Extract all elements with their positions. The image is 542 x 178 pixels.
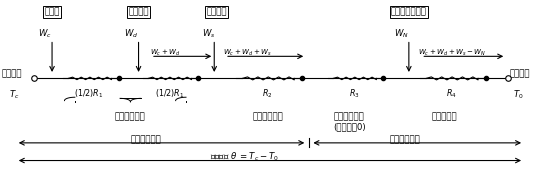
Text: ケーブル外部: ケーブル外部 <box>390 135 421 144</box>
Text: $W_s$: $W_s$ <box>202 27 216 40</box>
Text: $T_0$: $T_0$ <box>513 89 524 101</box>
Text: $R_4$: $R_4$ <box>446 87 457 100</box>
Text: 導体温度: 導体温度 <box>2 69 22 78</box>
Text: 誘電体損: 誘電体損 <box>128 8 149 17</box>
Text: $T_c$: $T_c$ <box>9 89 20 101</box>
Text: 導体損: 導体損 <box>44 8 60 17</box>
Text: シース損: シース損 <box>207 8 227 17</box>
Text: (直埋では0): (直埋では0) <box>333 122 366 132</box>
Text: $W_d$: $W_d$ <box>124 27 139 40</box>
Text: 他ケーブル損失: 他ケーブル損失 <box>391 8 427 17</box>
Text: 基底温度: 基底温度 <box>510 69 531 78</box>
Text: ケーブル内部: ケーブル内部 <box>130 135 161 144</box>
Text: $W_c+W_d$: $W_c+W_d$ <box>151 48 181 58</box>
Text: 外装部熱抗抗: 外装部熱抗抗 <box>253 112 283 121</box>
Text: 表面放散熱抗: 表面放散熱抗 <box>334 112 365 121</box>
Text: $(1/2)R_1$: $(1/2)R_1$ <box>74 87 104 100</box>
Text: $W_c+W_d+W_s$: $W_c+W_d+W_s$ <box>223 48 272 58</box>
Text: $(1/2)R_1$: $(1/2)R_1$ <box>154 87 184 100</box>
Text: 土壌熱抗抗: 土壌熱抗抗 <box>431 112 457 121</box>
Text: 温度上昇 $\theta$ $=T_c-T_0$: 温度上昇 $\theta$ $=T_c-T_0$ <box>210 150 279 163</box>
Text: $W_c$: $W_c$ <box>38 27 52 40</box>
Text: $W_N$: $W_N$ <box>395 27 409 40</box>
Text: $W_c+W_d+W_s-W_N$: $W_c+W_d+W_s-W_N$ <box>418 48 486 58</box>
Text: $R_2$: $R_2$ <box>262 87 273 100</box>
Text: $R_3$: $R_3$ <box>349 87 359 100</box>
Text: 絶縁体熱抗抗: 絶縁体熱抗抗 <box>115 112 146 121</box>
